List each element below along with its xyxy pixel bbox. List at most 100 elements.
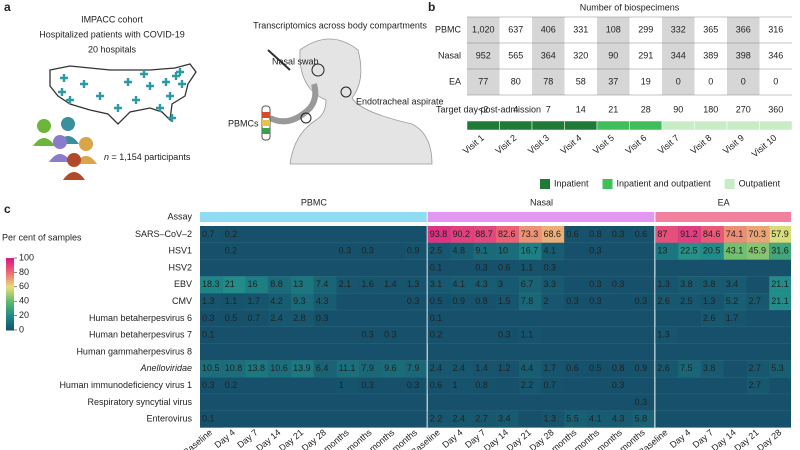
cell-label: 1.1 <box>521 262 534 272</box>
cell-label: 2.6 <box>703 313 716 323</box>
colorbar-step <box>6 312 14 315</box>
colorbar-step <box>6 321 14 324</box>
cell <box>723 310 747 327</box>
cell <box>473 360 496 378</box>
cell <box>723 276 747 294</box>
visit-label: Visit 2 <box>493 133 518 156</box>
cell <box>450 410 474 428</box>
cell-label: 0.6 <box>498 262 511 272</box>
participants-n: n <box>104 152 109 162</box>
participants-icon <box>33 117 97 180</box>
cell-label: 0.6 <box>635 229 648 239</box>
cell <box>587 360 610 378</box>
cell-label: 1.7 <box>544 363 557 373</box>
cell-label: 2.5 <box>430 246 443 256</box>
cell <box>518 242 542 260</box>
cell <box>268 293 292 310</box>
cell <box>609 226 633 243</box>
cell <box>541 293 565 310</box>
cell-label: 73.3 <box>521 229 539 239</box>
visit-segment <box>726 120 760 131</box>
cell-label: 13.9 <box>293 363 311 373</box>
panel-a-art <box>33 38 433 180</box>
cell <box>678 242 701 260</box>
cell <box>313 293 337 310</box>
cell <box>700 242 724 260</box>
cell <box>769 226 792 243</box>
colorbar-step <box>6 276 14 279</box>
cell-label: 1.7 <box>248 296 261 306</box>
colorbar-tick-label: 80 <box>19 267 29 277</box>
colorbar-step <box>6 274 14 277</box>
colorbar-step <box>6 303 14 306</box>
cell <box>222 276 246 294</box>
cell <box>655 226 679 243</box>
cell <box>291 310 314 327</box>
cell <box>496 242 519 260</box>
cell-label: 0.3 <box>566 296 579 306</box>
cohort-title: IMPACC cohort <box>81 14 143 24</box>
colorbar-step <box>6 315 14 318</box>
cell <box>222 242 246 260</box>
count: 108 <box>606 24 621 34</box>
colorbar-step <box>6 322 14 326</box>
cell-label: 21 <box>225 279 235 289</box>
cell <box>541 226 565 243</box>
cell-label: 0.3 <box>339 246 352 256</box>
cell <box>746 242 770 260</box>
count: 0 <box>773 76 778 86</box>
visit-segment <box>629 120 663 131</box>
cell <box>359 276 383 294</box>
cell-label: 13 <box>657 246 667 256</box>
cell <box>473 259 496 277</box>
legend-label: Inpatient <box>554 178 589 188</box>
count: 398 <box>736 50 751 60</box>
cell-label: 0.3 <box>635 296 648 306</box>
cell <box>496 410 519 428</box>
cell-label: 1.2 <box>498 363 511 373</box>
cell-label: 3.4 <box>498 414 511 424</box>
cell-label: 0.8 <box>475 296 488 306</box>
cell <box>723 226 747 243</box>
cell-label: 0.9 <box>407 246 420 256</box>
cell <box>313 276 337 294</box>
cell-label: 1.3 <box>407 279 420 289</box>
count: 80 <box>511 76 521 86</box>
cell <box>541 360 565 378</box>
colorbar-step <box>6 297 14 300</box>
cell-label: 8.8 <box>270 279 283 289</box>
column-shade <box>597 17 630 95</box>
colorbar-step <box>6 261 14 264</box>
visit-segment <box>759 120 793 131</box>
cell-label: 4.3 <box>475 279 488 289</box>
cell <box>268 310 292 327</box>
colorbar-step <box>6 292 14 295</box>
cell-label: 2.6 <box>657 296 670 306</box>
cell <box>382 326 405 344</box>
colorbar-step <box>6 270 14 273</box>
cell-label: 16 <box>248 279 258 289</box>
colorbar-step <box>6 283 14 286</box>
cell <box>609 360 633 378</box>
visit-label: Visit 1 <box>461 133 486 156</box>
count: 320 <box>573 50 588 60</box>
cell <box>609 377 633 394</box>
cell-label: 1.4 <box>384 279 397 289</box>
row-label: Anelloviridae <box>139 363 192 373</box>
cell-label: 0.5 <box>430 296 443 306</box>
cell <box>450 293 474 310</box>
cell-label: 43.1 <box>726 246 744 256</box>
target-day: 180 <box>703 104 718 114</box>
cell <box>427 242 451 260</box>
cell-label: 0.9 <box>452 296 465 306</box>
cell <box>268 360 292 378</box>
column-shade <box>662 17 695 95</box>
visit-segment <box>499 120 533 131</box>
cell <box>200 293 223 310</box>
cell <box>336 276 360 294</box>
cell-label: 2.4 <box>452 414 465 424</box>
us-map <box>49 63 197 125</box>
count: 19 <box>641 76 651 86</box>
count: 77 <box>478 76 488 86</box>
cell-label: 0.3 <box>612 279 625 289</box>
